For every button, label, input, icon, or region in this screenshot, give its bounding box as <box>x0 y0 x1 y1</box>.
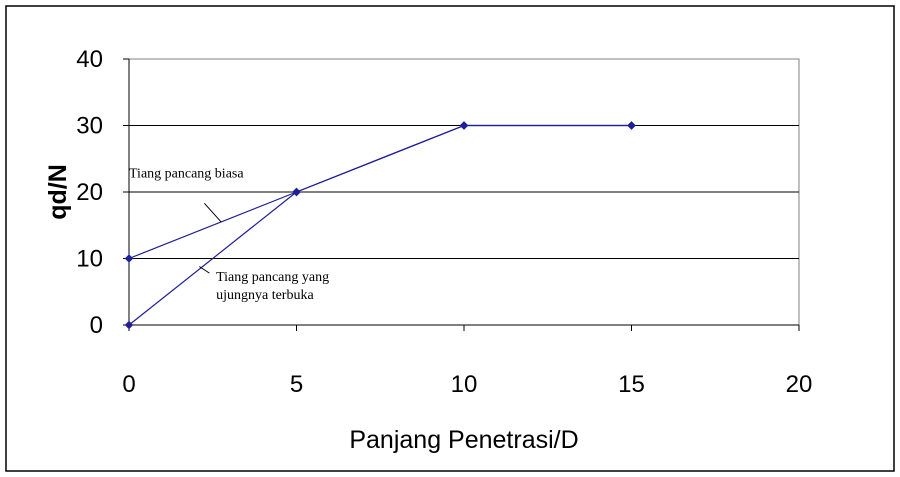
series-line-segment <box>128 191 297 260</box>
data-point <box>292 187 301 197</box>
y-axis-title: qd/N <box>44 164 72 220</box>
data-point <box>124 320 134 330</box>
x-tick-labels: 0 5 10 15 20 <box>122 325 812 398</box>
annotation-label: ujungnya terbuka <box>216 288 314 303</box>
x-tick-label: 10 <box>451 371 478 398</box>
x-tick-label: 0 <box>122 371 135 398</box>
annotation-pointer <box>199 266 210 274</box>
y-tick-labels: 0 10 20 30 40 <box>76 46 129 339</box>
annotation-label: Tiang pancang yang <box>216 270 329 285</box>
series-line-segment <box>296 124 465 193</box>
annotations: Tiang pancang biasa Tiang pancang yang uju… <box>129 166 329 303</box>
y-tick-label: 20 <box>76 179 103 206</box>
y-tick-label: 30 <box>76 113 103 140</box>
x-tick-label: 5 <box>290 371 303 398</box>
series-layer <box>124 121 636 330</box>
x-tick-label: 15 <box>618 371 645 398</box>
annotation-pointer <box>204 202 222 223</box>
x-tick-label: 20 <box>786 371 813 398</box>
y-tick-label: 40 <box>76 46 103 73</box>
x-axis-title: Panjang Penetrasi/D <box>349 426 578 454</box>
annotation-2: Tiang pancang yang ujungnya terbuka <box>199 266 329 303</box>
y-tick-label: 10 <box>76 246 103 273</box>
annotation-1: Tiang pancang biasa <box>129 166 244 223</box>
outer-border <box>5 5 895 472</box>
annotation-label: Tiang pancang biasa <box>129 166 244 181</box>
y-tick-label: 0 <box>90 312 103 339</box>
data-point <box>124 254 134 263</box>
series-line-segment <box>128 191 297 326</box>
data-point <box>459 121 469 130</box>
